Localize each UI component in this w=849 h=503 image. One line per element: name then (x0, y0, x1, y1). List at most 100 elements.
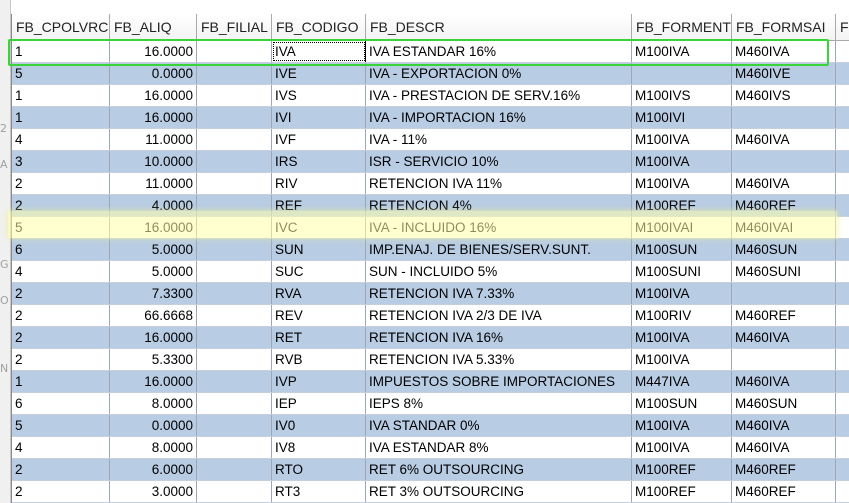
cell-fb-filial[interactable] (197, 437, 272, 458)
cell-truncated[interactable] (836, 41, 849, 62)
cell-fb-descr[interactable]: IMP.ENAJ. DE BIENES/SERV.SUNT. (366, 239, 632, 260)
cell-fb-formsai[interactable]: M460IVA (732, 327, 836, 348)
table-row[interactable]: 2 11.0000 RIV RETENCION IVA 11% M100IVA M460I… (12, 173, 849, 195)
cell-fb-aliq[interactable]: 11.0000 (110, 129, 197, 150)
cell-fb-cpolvrc[interactable]: 2 (12, 459, 110, 480)
cell-fb-descr[interactable]: RETENCION IVA 7.33% (366, 283, 632, 304)
cell-fb-aliq[interactable]: 0.0000 (110, 63, 197, 84)
cell-truncated[interactable] (836, 261, 849, 282)
cell-fb-formsai[interactable]: M460IVA (732, 371, 836, 392)
cell-fb-filial[interactable] (197, 459, 272, 480)
cell-fb-descr[interactable]: RET 3% OUTSOURCING (366, 481, 632, 502)
cell-fb-forment[interactable]: M100IVA (632, 283, 732, 304)
table-row[interactable]: 2 66.6668 REV RETENCION IVA 2/3 DE IVA M100R… (12, 305, 849, 327)
cell-fb-filial[interactable] (197, 371, 272, 392)
cell-fb-filial[interactable] (197, 415, 272, 436)
cell-fb-filial[interactable] (197, 151, 272, 172)
cell-fb-filial[interactable] (197, 63, 272, 84)
cell-fb-forment[interactable]: M100SUN (632, 393, 732, 414)
column-header-fb-cpolvrc[interactable]: FB_CPOLVRC (12, 14, 110, 40)
cell-fb-forment[interactable]: M100IVA (632, 327, 732, 348)
cell-fb-forment[interactable]: M100IVA (632, 129, 732, 150)
table-row[interactable]: 1 16.0000 IVI IVA - IMPORTACION 16% M100IVI (12, 107, 849, 129)
cell-fb-cpolvrc[interactable]: 5 (12, 63, 110, 84)
column-header-fb-filial[interactable]: FB_FILIAL (197, 14, 272, 40)
cell-fb-forment[interactable]: M100IVA (632, 415, 732, 436)
cell-fb-aliq[interactable]: 10.0000 (110, 151, 197, 172)
cell-fb-aliq[interactable]: 16.0000 (110, 217, 197, 238)
cell-fb-aliq[interactable]: 8.0000 (110, 393, 197, 414)
cell-fb-cpolvrc[interactable]: 3 (12, 151, 110, 172)
cell-fb-aliq[interactable]: 8.0000 (110, 437, 197, 458)
cell-fb-aliq[interactable]: 16.0000 (110, 41, 197, 62)
table-row[interactable]: 2 16.0000 RET RETENCION IVA 16% M100IVA M460I… (12, 327, 849, 349)
cell-fb-formsai[interactable]: M460IVA (732, 437, 836, 458)
cell-fb-filial[interactable] (197, 85, 272, 106)
cell-fb-cpolvrc[interactable]: 2 (12, 481, 110, 502)
cell-truncated[interactable] (836, 459, 849, 480)
cell-fb-descr[interactable]: ISR - SERVICIO 10% (366, 151, 632, 172)
cell-fb-aliq[interactable]: 11.0000 (110, 173, 197, 194)
cell-fb-descr[interactable]: IVA - PRESTACION DE SERV.16% (366, 85, 632, 106)
cell-truncated[interactable] (836, 63, 849, 84)
cell-fb-aliq[interactable]: 0.0000 (110, 415, 197, 436)
cell-fb-cpolvrc[interactable]: 2 (12, 173, 110, 194)
column-header-fb-formsai[interactable]: FB_FORMSAI (732, 14, 836, 40)
cell-fb-forment[interactable]: M100REF (632, 481, 732, 502)
cell-fb-formsai[interactable]: M460IVA (732, 129, 836, 150)
cell-fb-codigo[interactable]: IV0 (272, 415, 366, 436)
cell-fb-codigo[interactable]: RIV (272, 173, 366, 194)
data-grid[interactable]: FB_CPOLVRC FB_ALIQ FB_FILIAL FB_CODIGO F… (11, 14, 849, 503)
cell-fb-formsai[interactable]: M460REF (732, 481, 836, 502)
cell-fb-forment[interactable]: M100RIV (632, 305, 732, 326)
cell-fb-descr[interactable]: RETENCION IVA 16% (366, 327, 632, 348)
cell-truncated[interactable] (836, 173, 849, 194)
cell-fb-codigo[interactable]: IRS (272, 151, 366, 172)
table-row[interactable]: 5 0.0000 IVE IVA - EXPORTACION 0% M460IVE (12, 63, 849, 85)
cell-fb-formsai[interactable]: M460SUN (732, 393, 836, 414)
column-header-fb-aliq[interactable]: FB_ALIQ (110, 14, 197, 40)
cell-fb-aliq[interactable]: 16.0000 (110, 327, 197, 348)
table-row[interactable]: 4 8.0000 IV8 IVA ESTANDAR 8% M100IVA M460IVA (12, 437, 849, 459)
cell-truncated[interactable] (836, 305, 849, 326)
cell-fb-descr[interactable]: RETENCION IVA 11% (366, 173, 632, 194)
cell-fb-cpolvrc[interactable]: 1 (12, 85, 110, 106)
column-header-fb-forment[interactable]: FB_FORMENT (632, 14, 732, 40)
cell-fb-codigo[interactable]: IVF (272, 129, 366, 150)
cell-truncated[interactable] (836, 349, 849, 370)
cell-fb-codigo[interactable]: IV8 (272, 437, 366, 458)
cell-fb-formsai[interactable] (732, 283, 836, 304)
cell-fb-cpolvrc[interactable]: 2 (12, 305, 110, 326)
cell-fb-aliq[interactable]: 66.6668 (110, 305, 197, 326)
table-row[interactable]: 1 16.0000 IVS IVA - PRESTACION DE SERV.16% M… (12, 85, 849, 107)
cell-fb-cpolvrc[interactable]: 5 (12, 415, 110, 436)
table-row[interactable]: 6 5.0000 SUN IMP.ENAJ. DE BIENES/SERV.SUNT.… (12, 239, 849, 261)
cell-truncated[interactable] (836, 151, 849, 172)
cell-truncated[interactable] (836, 327, 849, 348)
cell-fb-aliq[interactable]: 5.3300 (110, 349, 197, 370)
cell-truncated[interactable] (836, 107, 849, 128)
cell-fb-cpolvrc[interactable]: 2 (12, 195, 110, 216)
cell-fb-codigo[interactable]: RET (272, 327, 366, 348)
table-row[interactable]: 2 5.3300 RVB RETENCION IVA 5.33% M100IVA (12, 349, 849, 371)
cell-fb-formsai[interactable]: M460IVA (732, 41, 836, 62)
column-header-fb-descr[interactable]: FB_DESCR (366, 14, 632, 40)
cell-fb-filial[interactable] (197, 327, 272, 348)
table-row[interactable]: 5 16.0000 IVC IVA - INCLUIDO 16% M100IVAI M46… (12, 217, 849, 239)
cell-fb-aliq[interactable]: 4.0000 (110, 195, 197, 216)
cell-fb-cpolvrc[interactable]: 2 (12, 283, 110, 304)
cell-fb-cpolvrc[interactable]: 1 (12, 41, 110, 62)
cell-fb-codigo[interactable]: RVB (272, 349, 366, 370)
cell-fb-forment[interactable] (632, 63, 732, 84)
cell-fb-aliq[interactable]: 7.3300 (110, 283, 197, 304)
cell-fb-filial[interactable] (197, 393, 272, 414)
cell-fb-formsai[interactable]: M460SUNI (732, 261, 836, 282)
table-row[interactable]: 1 16.0000 IVA IVA ESTANDAR 16% M100IVA M460IV… (12, 41, 849, 63)
cell-fb-filial[interactable] (197, 283, 272, 304)
cell-fb-descr[interactable]: IVA - INCLUIDO 16% (366, 217, 632, 238)
cell-truncated[interactable] (836, 481, 849, 502)
cell-fb-cpolvrc[interactable]: 4 (12, 129, 110, 150)
cell-fb-descr[interactable]: RETENCION IVA 5.33% (366, 349, 632, 370)
cell-fb-cpolvrc[interactable]: 4 (12, 437, 110, 458)
cell-truncated[interactable] (836, 283, 849, 304)
